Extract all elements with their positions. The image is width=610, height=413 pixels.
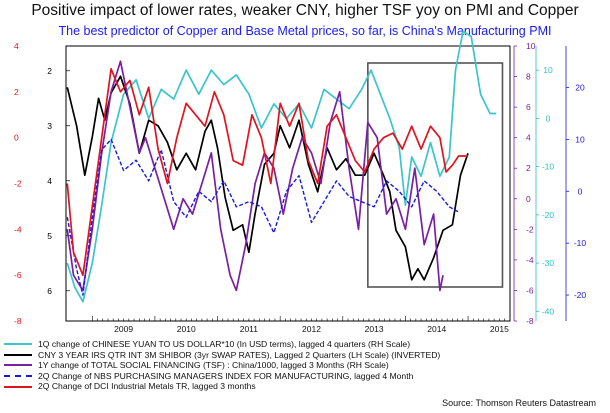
- legend-label: CNY 3 YEAR IRS QTR INT 3M SHIBOR (3yr SW…: [38, 349, 441, 360]
- y-tick-label: -8: [14, 316, 22, 326]
- y-tick-label: 0: [14, 133, 19, 143]
- y-tick-label: -8: [526, 316, 534, 326]
- y-tick-label: 2: [526, 163, 531, 173]
- y-tick-label: -2: [14, 179, 22, 189]
- y-tick-label: 10: [543, 65, 553, 75]
- y-tick-label: -30: [542, 258, 555, 268]
- legend-label: 2Q Change of DCI Industrial Metals TR, l…: [38, 381, 256, 392]
- y-tick-label: 0: [578, 186, 583, 196]
- y-tick-label: 2: [14, 87, 19, 97]
- y-tick-label: 3: [47, 121, 52, 131]
- series-line-3: [66, 60, 444, 292]
- legend-swatch: [4, 343, 32, 346]
- x-tick-label: 2012: [302, 324, 321, 334]
- legend-label: 2Q Change of NBS PURCHASING MANAGERS IND…: [38, 370, 414, 381]
- y-tick-label: 0: [546, 113, 551, 123]
- series-line-4: [66, 138, 459, 296]
- legend-label: 1Y change of TOTAL SOCIAL FINANCING (TSF…: [38, 360, 389, 371]
- legend-entry: 1Q change of CHINESE YUAN TO US DOLLAR*1…: [4, 339, 604, 350]
- y-tick-label: -10: [574, 238, 587, 248]
- series-line-2: [66, 75, 469, 281]
- chart-title: Positive impact of lower rates, weaker C…: [31, 2, 579, 19]
- y-tick-label: 20: [575, 83, 585, 93]
- legend-swatch: [4, 375, 32, 378]
- y-tick-label: 8: [526, 72, 531, 82]
- x-tick-label: 2010: [177, 324, 196, 334]
- y-tick-label: 10: [526, 41, 536, 51]
- legend-label: 1Q change of CHINESE YUAN TO US DOLLAR*1…: [38, 339, 411, 349]
- y-tick-label: 4: [47, 176, 52, 186]
- y-tick-label: 6: [47, 286, 52, 296]
- legend-entry: CNY 3 YEAR IRS QTR INT 3M SHIBOR (3yr SW…: [4, 350, 604, 361]
- y-tick-label: -6: [526, 285, 534, 295]
- legend-swatch: [4, 353, 32, 356]
- x-tick-label: 2013: [365, 324, 384, 334]
- x-tick-label: 2011: [240, 324, 259, 334]
- series-line-1: [66, 30, 497, 303]
- y-tick-label: 0: [526, 194, 531, 204]
- chart-subtitle: The best predictor of Copper and Base Me…: [58, 24, 552, 38]
- legend-entry: 2Q Change of NBS PURCHASING MANAGERS IND…: [4, 371, 604, 382]
- y-tick-label: 2: [47, 66, 52, 76]
- series-line-5: [66, 68, 468, 277]
- legend-swatch: [4, 385, 32, 388]
- legend-entry: 2Q Change of DCI Industrial Metals TR, l…: [4, 381, 604, 392]
- x-tick-label: 2015: [490, 324, 509, 334]
- y-tick-label: -4: [14, 224, 22, 234]
- plot-frame: [65, 45, 511, 322]
- y-tick-label: -10: [542, 162, 555, 172]
- x-tick-label: 2009: [114, 324, 133, 334]
- y-tick-label: 4: [14, 41, 19, 51]
- y-tick-label: 10: [575, 134, 585, 144]
- y-tick-label: -20: [574, 290, 587, 300]
- y-tick-label: 6: [526, 102, 531, 112]
- legend-swatch: [4, 364, 32, 367]
- y-tick-label: 5: [47, 231, 52, 241]
- x-tick-label: 2014: [427, 324, 446, 334]
- y-tick-label: -6: [14, 270, 22, 280]
- legend-entry: 1Y change of TOTAL SOCIAL FINANCING (TSF…: [4, 360, 604, 371]
- source-note: Source: Thomson Reuters Datastream: [442, 398, 596, 408]
- y-tick-label: -4: [526, 255, 534, 265]
- y-tick-label: 4: [526, 133, 531, 143]
- y-tick-label: -2: [526, 224, 534, 234]
- legend: 1Q change of CHINESE YUAN TO US DOLLAR*1…: [4, 339, 604, 392]
- y-tick-label: -20: [542, 210, 555, 220]
- highlight-box: [367, 62, 504, 288]
- y-tick-label: -40: [542, 306, 555, 316]
